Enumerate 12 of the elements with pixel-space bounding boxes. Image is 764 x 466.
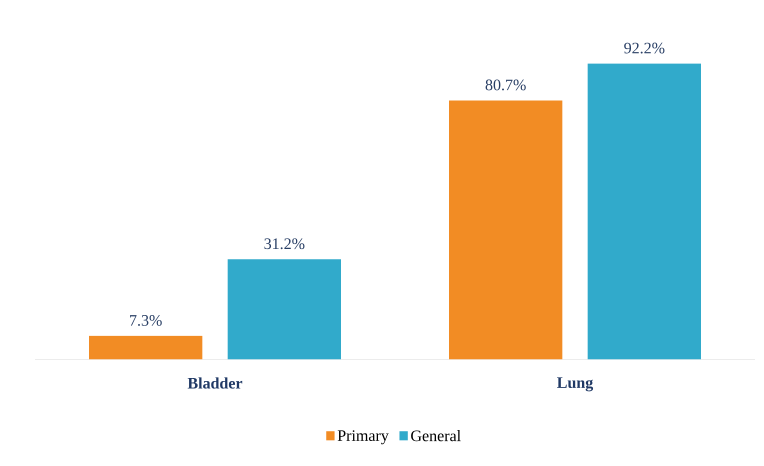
legend-label: General bbox=[411, 430, 461, 442]
x-tick-label: Lung bbox=[557, 377, 594, 392]
bar bbox=[228, 259, 342, 360]
bar bbox=[588, 64, 701, 360]
bar bbox=[449, 100, 562, 360]
x-tick-label: Bladder bbox=[188, 377, 242, 389]
legend-label: Primary bbox=[338, 430, 389, 444]
bar bbox=[89, 336, 202, 360]
data-label: 31.2% bbox=[264, 238, 304, 250]
data-label: 92.2% bbox=[624, 42, 664, 54]
data-label: 80.7% bbox=[486, 80, 526, 90]
data-label: 7.3% bbox=[130, 314, 162, 326]
